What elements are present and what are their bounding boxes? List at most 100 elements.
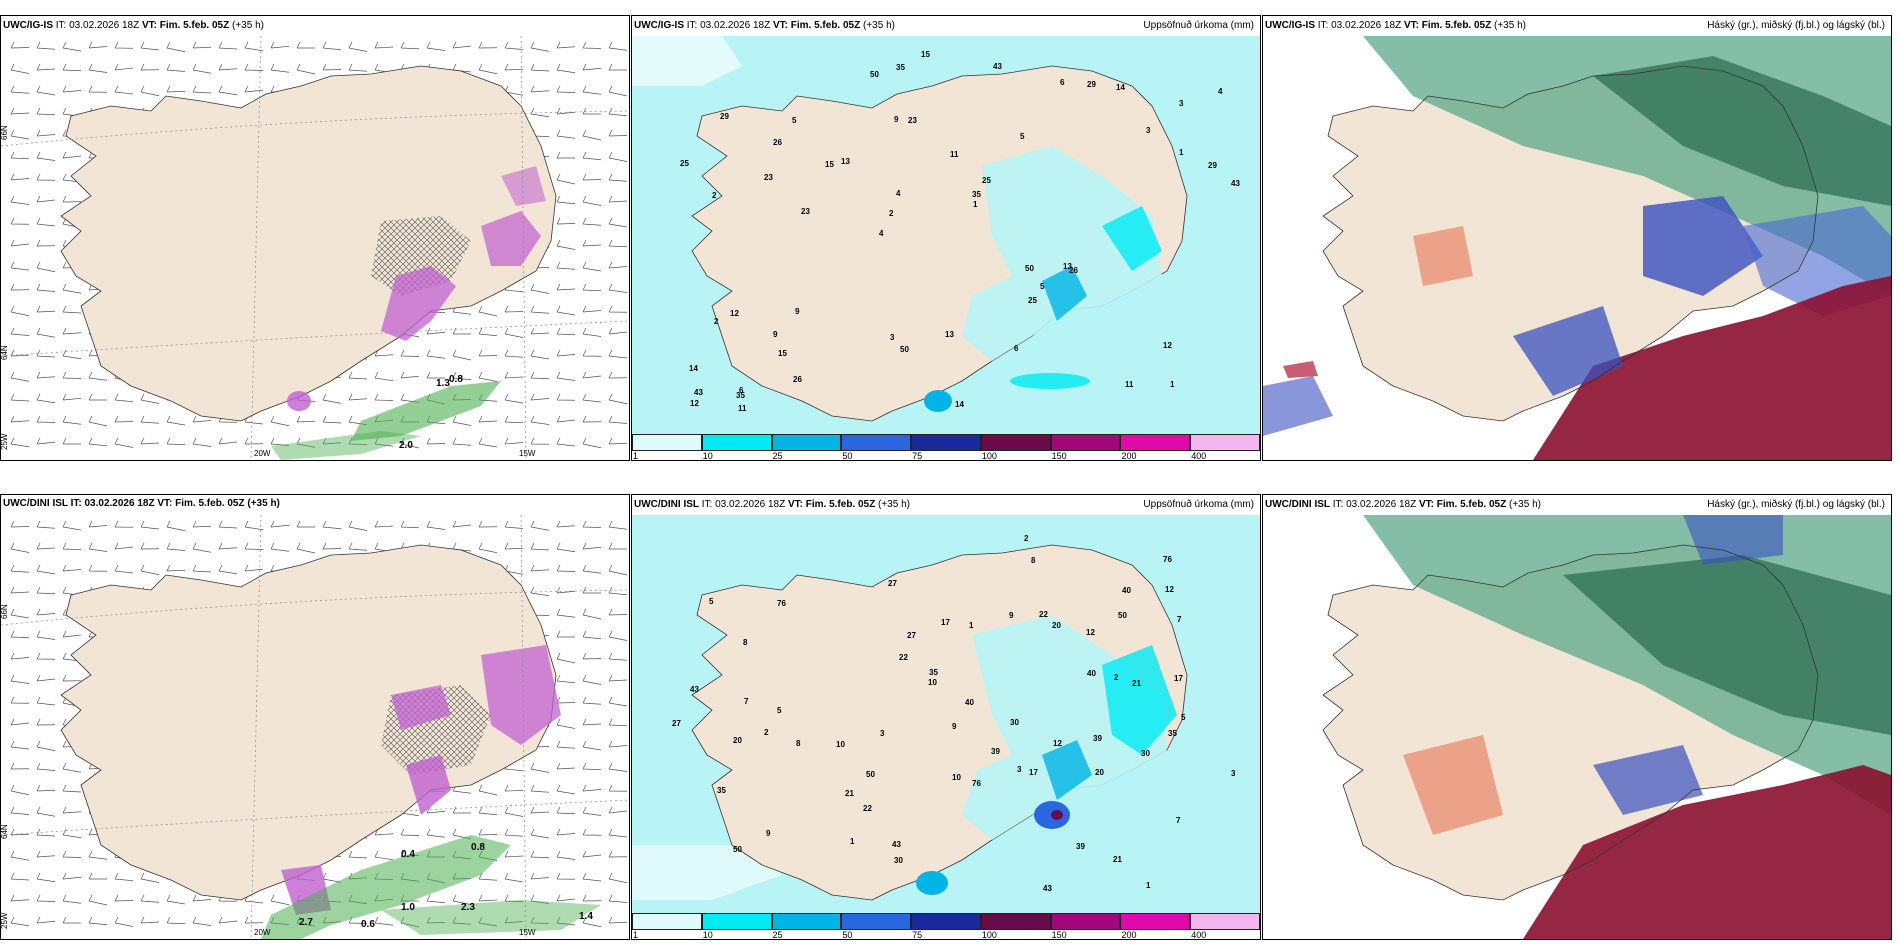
colorbar-label: 1: [633, 930, 639, 940]
wind-barb: [36, 762, 56, 771]
wind-barb: [62, 371, 82, 379]
precip-value-label: 7: [1177, 615, 1182, 624]
panel-clouds-igis: UWC/IG-IS IT: 03.02.2026 18Z VT: Fim. 5.…: [1262, 15, 1892, 461]
wind-barb: [36, 542, 56, 550]
wind-barb: [36, 630, 56, 640]
wind-barb: [36, 283, 56, 292]
precip-value-label: 14: [689, 364, 698, 373]
wind-barb: [504, 872, 524, 883]
panel-header: UWC/IG-IS IT: 03.02.2026 18Z VT: Fim. 5.…: [634, 19, 1256, 35]
wind-barb: [10, 608, 30, 619]
wind-barb: [36, 520, 56, 529]
wind-barb: [10, 674, 30, 684]
wind-barb: [10, 696, 30, 704]
wind-barb: [556, 564, 576, 572]
wind-barb: [582, 784, 602, 792]
wind-barb: [530, 415, 550, 425]
panel-header: UWC/IG-IS IT: 03.02.2026 18Z VT: Fim. 5.…: [3, 19, 625, 35]
it-label: IT:: [686, 20, 698, 31]
wind-barb: [62, 564, 82, 572]
wind-barb: [322, 41, 342, 51]
wind-barb: [556, 261, 576, 270]
model-name: UWC/IG-IS: [3, 20, 53, 31]
wind-barb: [608, 239, 628, 248]
colorbar-label: 75: [912, 930, 923, 940]
wind-barb: [582, 608, 602, 620]
precip-value-label: 50: [733, 845, 742, 854]
wind-barb: [270, 63, 290, 73]
precip-value-label: 43: [1043, 884, 1052, 893]
wind-barb: [400, 437, 420, 449]
wind-barb: [478, 371, 498, 382]
wind-barb: [608, 652, 628, 661]
wind-barb: [62, 762, 82, 773]
precip-value-label: 29: [1087, 80, 1096, 89]
lon-label: 20W: [254, 928, 271, 937]
wind-barb: [582, 806, 602, 816]
wind-barb: [556, 63, 576, 74]
wind-barb: [36, 872, 56, 883]
lat-label: 64N: [1, 345, 9, 360]
map-snow-wind: 66N 64N 25W 20W 15W 0.8 1.3 2.0: [1, 36, 629, 460]
precip-value-label: 76: [777, 599, 786, 608]
wind-barb: [478, 806, 498, 816]
wind-barb: [114, 542, 134, 550]
model-name: UWC/DINI ISL: [3, 498, 68, 509]
wind-barb: [608, 828, 628, 838]
wind-barb: [556, 520, 576, 528]
wind-barb: [114, 437, 134, 448]
wind-barb: [10, 371, 30, 382]
wind-barb: [608, 85, 628, 97]
snow-value-label: 0.4: [401, 849, 415, 860]
wind-barb: [62, 283, 82, 294]
wind-barb: [582, 173, 602, 181]
wind-barb: [218, 542, 238, 550]
precip-value-label: 27: [672, 719, 681, 728]
precip-value-label: 35: [1168, 729, 1177, 738]
precip-value-label: 23: [764, 173, 773, 182]
panel-snow-wind-dini: UWC/DINI ISL IT: 03.02.2026 18Z VT: Fim.…: [0, 494, 630, 940]
precip-value-label: 3: [1179, 99, 1184, 108]
wind-barb: [218, 437, 238, 445]
precip-value-label: 15: [778, 349, 787, 358]
wind-barb: [478, 520, 498, 528]
wind-barb: [62, 674, 82, 682]
panel-header: UWC/DINI ISL IT: 03.02.2026 18Z VT: Fim.…: [634, 498, 1256, 514]
wind-barb: [296, 63, 316, 75]
colorbar-label: 10: [702, 930, 713, 940]
wind-barb: [556, 894, 576, 902]
wind-barb: [36, 718, 56, 726]
wind-barb: [530, 41, 550, 52]
precip-value-label: 15: [921, 50, 930, 59]
wind-barb: [608, 608, 628, 616]
snow-area-pink: [481, 645, 561, 745]
mid-cloud-area: [1593, 745, 1703, 815]
wind-barb: [426, 894, 446, 904]
wind-barb: [426, 828, 446, 838]
wind-barb: [530, 305, 550, 314]
panel-title: Háský (gr.), miðský (fj.bl.) og lágský (…: [1707, 20, 1885, 31]
wind-barb: [62, 894, 82, 904]
precip-value-label: 1: [1179, 148, 1184, 157]
colorbar-swatch: [841, 434, 912, 451]
precip-value-label: 21: [1132, 679, 1141, 688]
wind-barb: [400, 828, 420, 836]
wind-barb: [114, 41, 134, 49]
colorbar-label: 400: [1191, 451, 1207, 461]
snow-area-green: [351, 381, 501, 441]
wind-barb: [452, 349, 472, 361]
wind-barb: [88, 415, 108, 427]
wind-barb: [348, 393, 368, 401]
wind-barb: [582, 916, 602, 928]
wind-barb: [608, 630, 628, 641]
precip-value-label: 4: [1218, 87, 1223, 96]
wind-barb: [88, 85, 108, 93]
wind-barb: [218, 564, 238, 575]
wind-barb: [62, 63, 82, 72]
map-clouds: [1263, 36, 1891, 460]
wind-barb: [88, 63, 108, 73]
wind-barb: [556, 393, 576, 401]
wind-barb: [426, 916, 446, 924]
wind-barb: [270, 415, 290, 427]
